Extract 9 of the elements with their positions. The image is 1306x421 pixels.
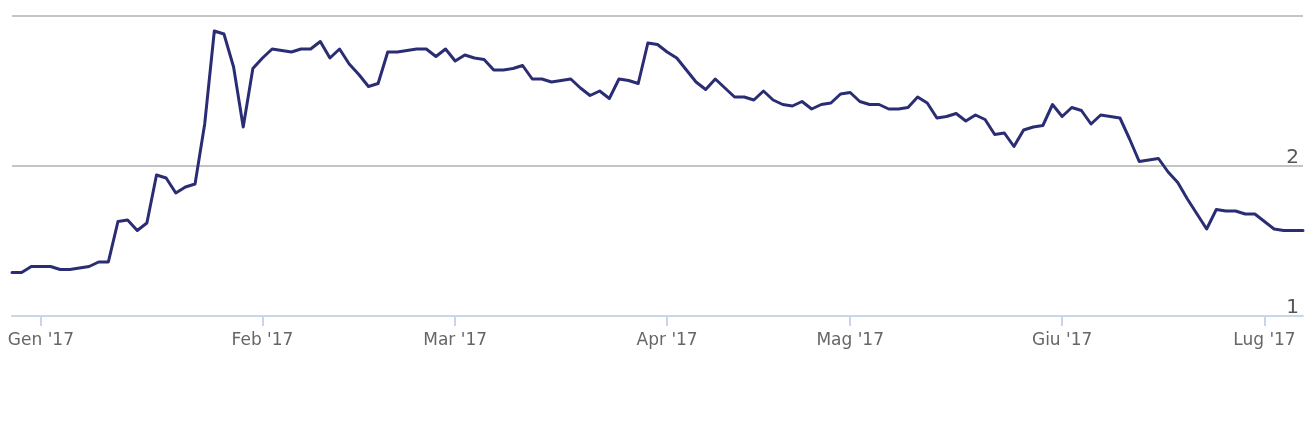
y-tick-label: 2: [1286, 144, 1299, 168]
x-tick-label: Lug '17: [1233, 328, 1296, 349]
x-tick-label: Giu '17: [1031, 328, 1093, 349]
x-tick-label: Mag '17: [816, 328, 884, 349]
x-tick-label: Feb '17: [231, 328, 294, 349]
x-tick-label: Gen '17: [7, 328, 74, 349]
x-tick-label: Mar '17: [423, 328, 488, 349]
y-tick-label: 1: [1286, 294, 1299, 318]
x-tick-label: Apr '17: [636, 328, 698, 349]
